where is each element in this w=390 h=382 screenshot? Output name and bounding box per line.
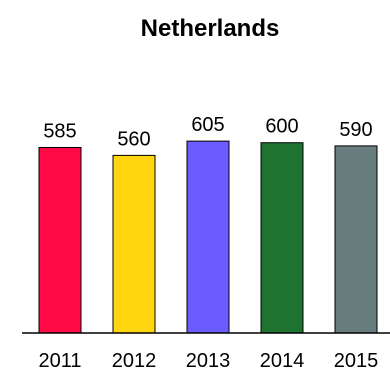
bars-group	[38, 140, 378, 334]
bar-2012	[112, 154, 156, 334]
x-tick-labels-group: 2011 2012 2013 2014 2015	[38, 350, 378, 372]
value-labels-group: 585 560 605 600 590	[43, 114, 372, 150]
value-label-2014: 600	[265, 116, 298, 138]
value-label-2013: 605	[191, 114, 224, 136]
x-tick-label-2012: 2012	[112, 350, 157, 372]
bar-2011	[38, 146, 82, 334]
x-tick-label-2015: 2015	[334, 350, 379, 372]
bar-2013	[186, 140, 230, 334]
bar-2014	[260, 142, 304, 334]
value-label-2011: 585	[43, 120, 76, 142]
chart-title: Netherlands	[141, 15, 280, 42]
x-tick-label-2014: 2014	[260, 350, 305, 372]
x-tick-label-2013: 2013	[186, 350, 231, 372]
bar-2015	[334, 145, 378, 334]
value-label-2012: 560	[117, 128, 150, 150]
value-label-2015: 590	[339, 119, 372, 141]
x-tick-label-2011: 2011	[38, 350, 81, 372]
